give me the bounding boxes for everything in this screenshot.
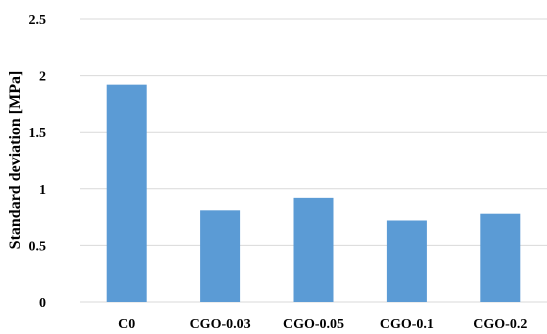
y-tick-label: 0.5	[29, 239, 47, 254]
bar-c0	[106, 84, 147, 302]
bar-cgo-0-1	[386, 220, 427, 302]
x-category-label: CGO-0.05	[283, 317, 344, 332]
bar-cgo-0-2	[480, 213, 521, 302]
x-category-labels: C0 CGO-0.03 CGO-0.05 CGO-0.1 CGO-0.2	[118, 317, 527, 332]
gridlines	[80, 18, 547, 303]
y-axis-title: Standard deviation [MPa]	[7, 71, 24, 250]
bar-cgo-0-03	[200, 210, 241, 302]
bar-cgo-0-05	[293, 197, 334, 302]
x-category-label: CGO-0.03	[190, 317, 251, 332]
y-tick-label: 2	[39, 70, 46, 85]
y-tick-label: 1	[39, 183, 46, 198]
y-tick-label: 1.5	[29, 126, 47, 141]
x-category-label: CGO-0.2	[473, 317, 527, 332]
y-tick-label: 0	[39, 296, 46, 311]
x-category-label: C0	[118, 317, 135, 332]
y-tick-label: 2.5	[29, 13, 47, 28]
y-tick-labels: 0 0.5 1 1.5 2 2.5	[29, 13, 47, 311]
x-category-label: CGO-0.1	[380, 317, 434, 332]
bars	[106, 84, 521, 302]
